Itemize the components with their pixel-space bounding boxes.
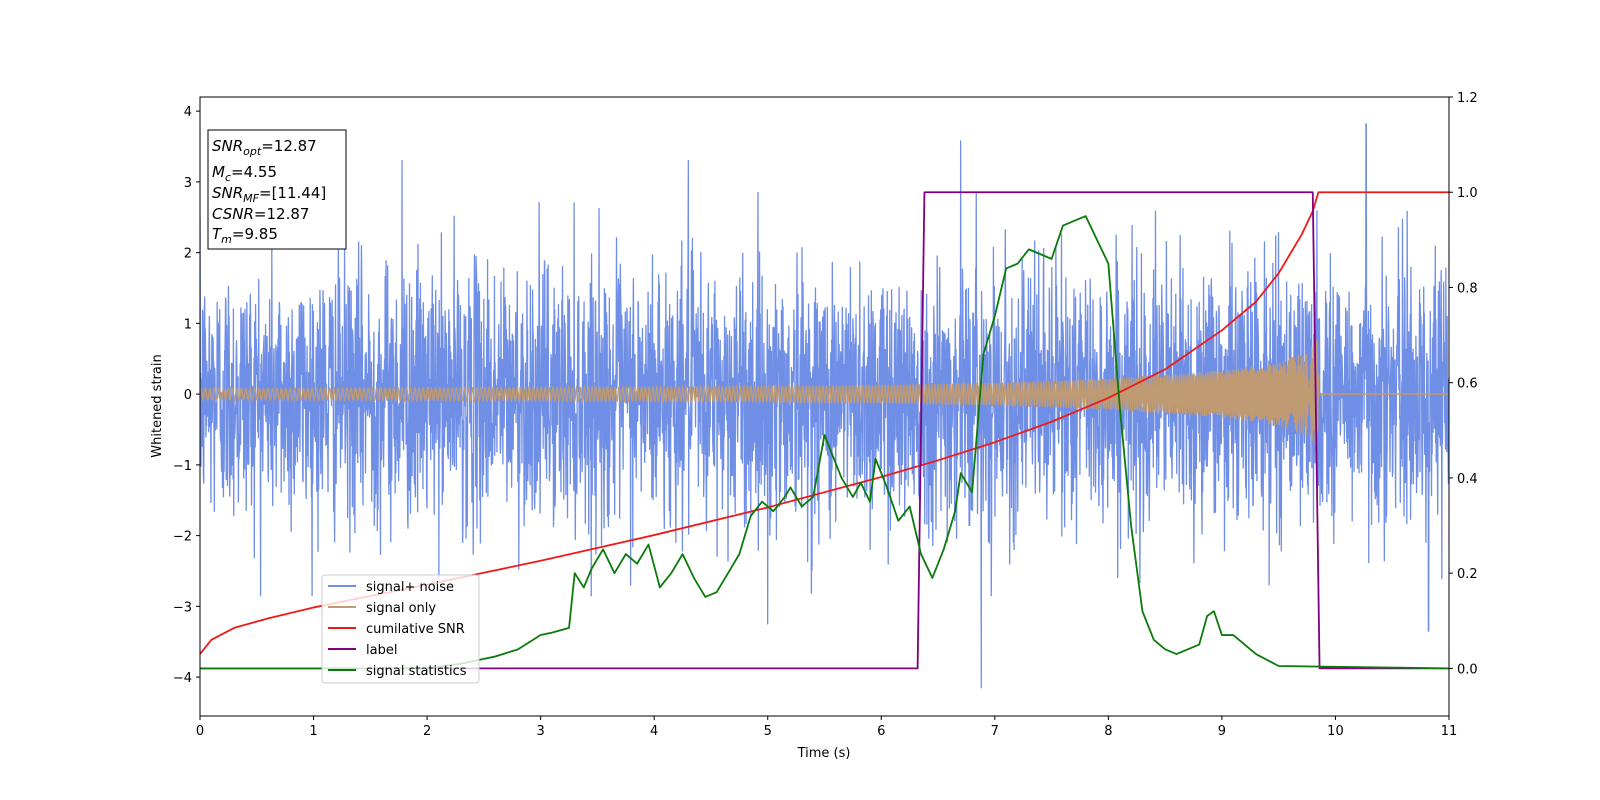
- y-tick-label-right: 0.4: [1457, 472, 1478, 487]
- info-line-name: CSNR: [212, 205, 254, 223]
- y-tick-label-right: 0.8: [1457, 281, 1478, 296]
- info-line-value: =4.55: [231, 163, 277, 181]
- info-line-subscript: m: [221, 233, 232, 246]
- x-axis: 0 1 2 3 4 5 6 7 8 9 10 11: [196, 716, 1457, 739]
- x-tick-label: 2: [423, 724, 431, 739]
- info-line: CSNR=12.87: [212, 205, 309, 223]
- legend-frame: [321, 574, 480, 684]
- y-tick-label-right: 0.2: [1457, 567, 1478, 582]
- y-axis-left: −4 −3 −2 −1 0 1 2 3 4: [173, 105, 200, 686]
- x-tick-label: 7: [991, 724, 999, 739]
- legend-label: signal+ noise: [366, 580, 454, 595]
- x-tick-label: 8: [1104, 724, 1112, 739]
- info-line-name: T: [212, 225, 223, 243]
- info-line: Mc=4.55: [212, 163, 277, 184]
- info-line-value: =12.87: [254, 205, 310, 223]
- x-tick-label: 4: [650, 724, 658, 739]
- y-tick-label-right: 0.6: [1457, 377, 1478, 392]
- info-box-frame: [207, 129, 347, 250]
- x-tick-label: 10: [1327, 724, 1344, 739]
- info-line-subscript: c: [225, 171, 231, 184]
- x-tick-label: 1: [309, 724, 317, 739]
- legend-label: label: [366, 643, 397, 658]
- y-tick-label-right: 1.0: [1457, 186, 1478, 201]
- plot-frame: [199, 96, 1450, 717]
- series-cumilative-snr-line: [200, 191, 1449, 655]
- x-axis-label: Time (s): [797, 746, 851, 761]
- x-tick-label: 5: [764, 724, 772, 739]
- info-line-subscript: MF: [243, 192, 259, 205]
- x-tick-label: 3: [536, 724, 544, 739]
- info-line-value: =9.85: [232, 225, 278, 243]
- y-axis-right: 0.0 0.2 0.4 0.6 0.8 1.0 1.2: [1449, 91, 1478, 677]
- info-line-name: SNR: [212, 137, 243, 155]
- y-tick-label-right: 1.2: [1457, 91, 1478, 106]
- x-tick-label: 9: [1218, 724, 1226, 739]
- info-line-name: SNR: [212, 184, 243, 202]
- info-box: SNRopt=12.87Mc=4.55SNRMF=[11.44]CSNR=12.…: [207, 129, 347, 250]
- y-tick-label-left: −4: [173, 671, 192, 686]
- info-line-value: =12.87: [261, 137, 317, 155]
- y-tick-label-left: −3: [173, 600, 192, 615]
- y-axis-label: Whitened strain: [150, 354, 165, 457]
- x-tick-label: 0: [196, 724, 204, 739]
- legend-label: signal statistics: [366, 664, 467, 679]
- signal-only-series-layer: [200, 339, 1449, 447]
- series-label-line: [200, 191, 1449, 670]
- y-tick-label-left: −1: [173, 459, 192, 474]
- y-tick-label-left: −2: [173, 530, 192, 545]
- legend: signal+ noise signal only cumilative SNR la…: [321, 574, 480, 684]
- y-tick-label-left: 0: [184, 388, 192, 403]
- x-tick-label: 11: [1441, 724, 1458, 739]
- x-tick-label: 6: [877, 724, 885, 739]
- y-tick-label-left: 4: [184, 105, 192, 120]
- series-signal-only-line: [200, 339, 1449, 447]
- legend-label: cumilative SNR: [366, 622, 465, 637]
- y-tick-label-left: 3: [184, 176, 192, 191]
- info-line-subscript: opt: [243, 145, 262, 158]
- info-line-name: M: [212, 163, 225, 181]
- legend-label: signal only: [366, 601, 436, 616]
- info-line-value: =[11.44]: [259, 184, 326, 202]
- series-signal-statistics-line: [200, 215, 1449, 670]
- y-tick-label-left: 1: [184, 317, 192, 332]
- y-tick-label-right: 0.0: [1457, 662, 1478, 677]
- info-line: Tm=9.85: [212, 225, 278, 246]
- y-tick-label-left: 2: [184, 247, 192, 262]
- right-axis-series-layer: [200, 191, 1449, 670]
- info-line: SNRMF=[11.44]: [212, 184, 326, 205]
- info-line: SNRopt=12.87: [212, 137, 317, 158]
